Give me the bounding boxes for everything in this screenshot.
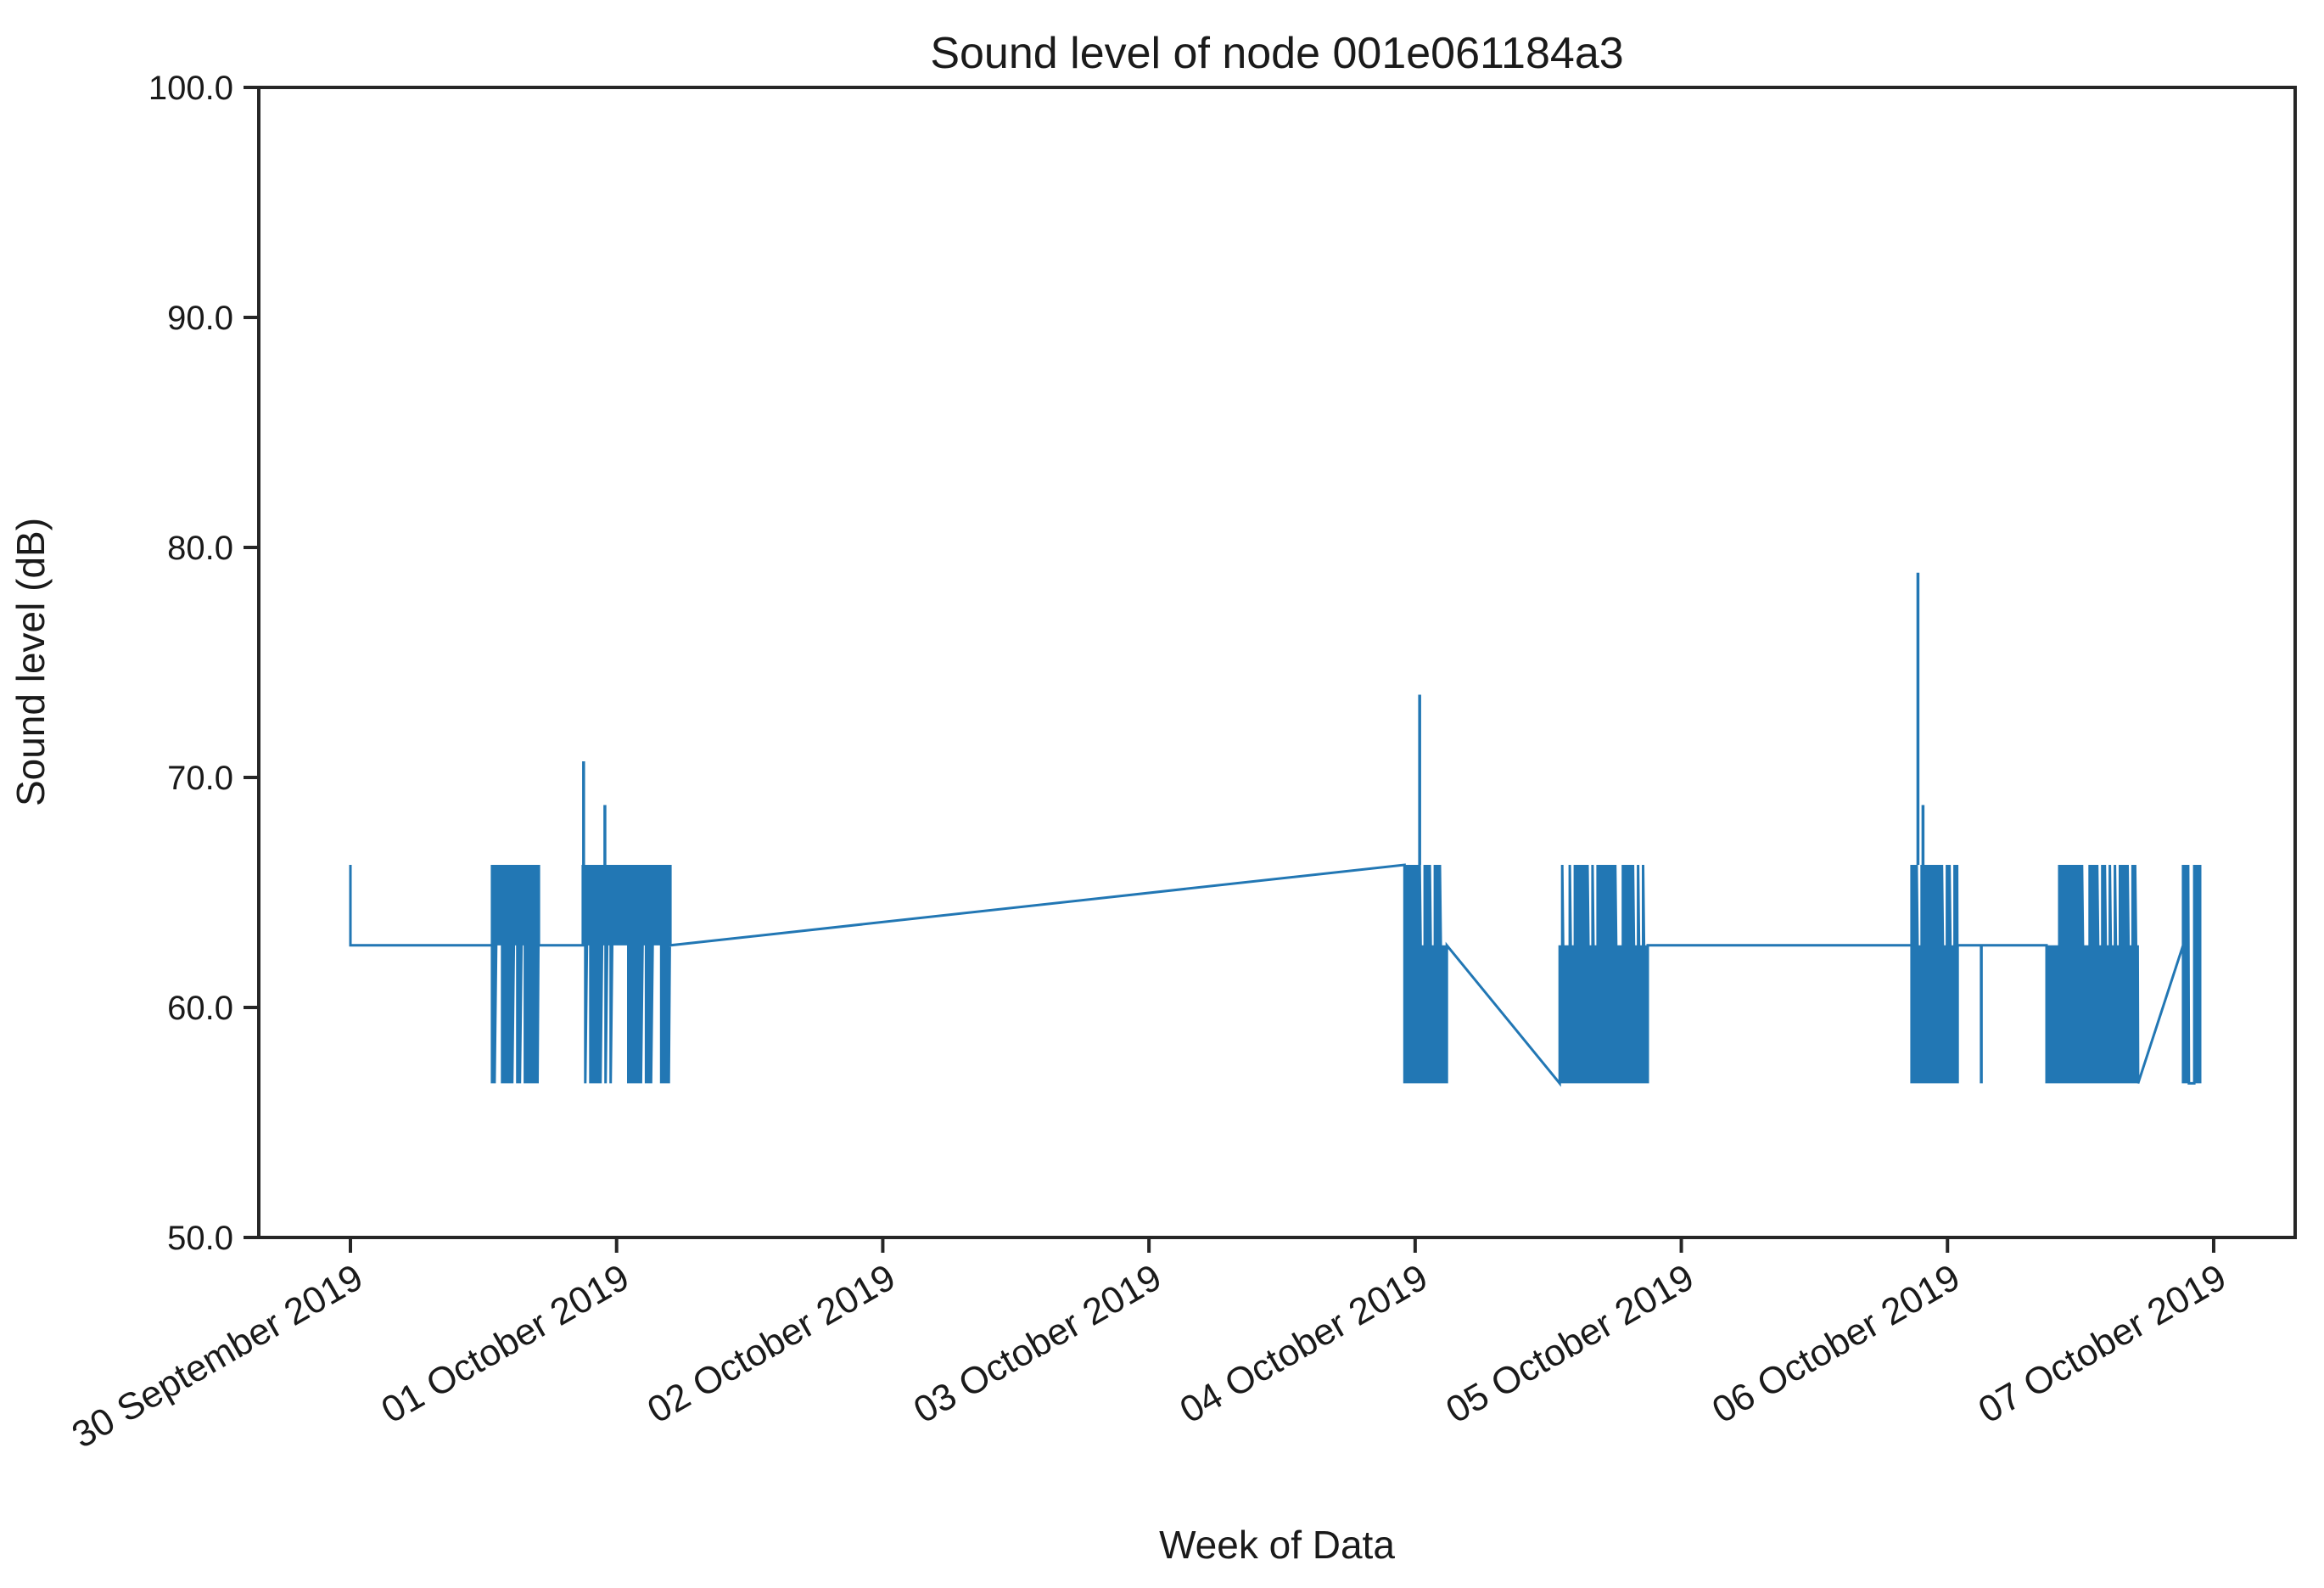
- x-tick-label: 04 October 2019: [1173, 1256, 1434, 1431]
- x-axis-label: Week of Data: [1159, 1523, 1395, 1567]
- y-tick-label: 90.0: [167, 300, 233, 337]
- x-axis-ticks: 30 September 2019 01 October 2019 02 Octob…: [65, 1237, 2233, 1456]
- y-tick-label: 100.0: [148, 70, 233, 107]
- x-tick-label: 05 October 2019: [1439, 1256, 1700, 1431]
- x-tick-label: 03 October 2019: [907, 1256, 1168, 1431]
- chart-title: Sound level of node 001e061184a3: [930, 29, 1623, 78]
- plot-border: [257, 86, 2297, 1239]
- y-axis-label: Sound level (dB): [8, 518, 53, 806]
- sound-level-line: [349, 863, 2202, 1087]
- y-axis-ticks: 50.0 60.0 70.0 80.0 90.0 100.0: [148, 70, 259, 1257]
- x-tick-label: 02 October 2019: [641, 1256, 902, 1431]
- x-tick-label: 30 September 2019: [65, 1256, 370, 1456]
- sound-level-series: [349, 572, 2202, 1087]
- y-tick-label: 80.0: [167, 530, 233, 567]
- x-tick-label: 07 October 2019: [1972, 1256, 2233, 1431]
- y-tick-label: 50.0: [167, 1220, 233, 1257]
- x-tick-label: 01 October 2019: [374, 1256, 636, 1431]
- y-tick-label: 60.0: [167, 990, 233, 1027]
- x-tick-label: 06 October 2019: [1705, 1256, 1967, 1431]
- y-tick-label: 70.0: [167, 760, 233, 797]
